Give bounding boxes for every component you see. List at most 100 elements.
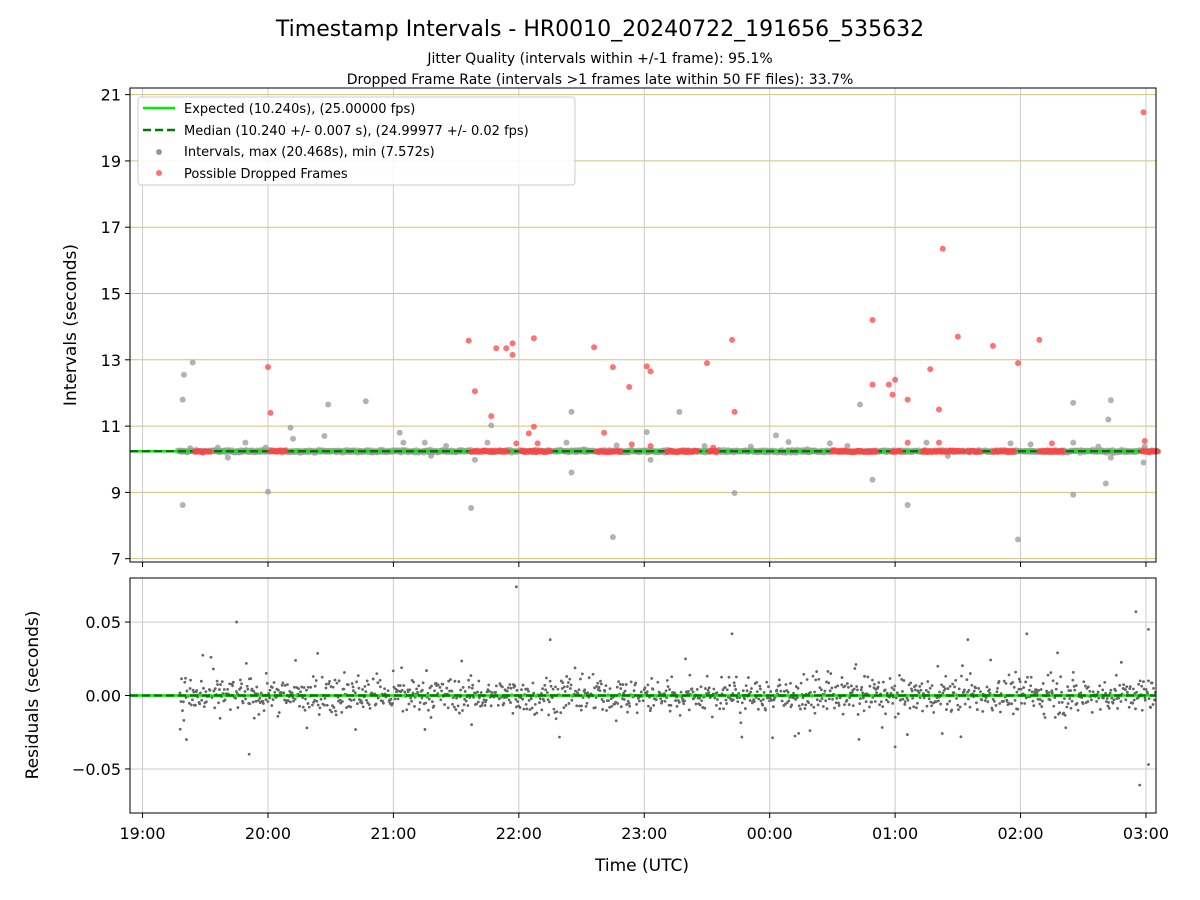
residual-point bbox=[240, 682, 243, 686]
residual-point bbox=[346, 683, 350, 687]
residual-point bbox=[782, 689, 786, 693]
residual-point bbox=[1112, 698, 1116, 702]
residual-point bbox=[261, 699, 265, 703]
residual-point bbox=[257, 712, 261, 716]
interval-point bbox=[1107, 454, 1114, 461]
residual-point bbox=[562, 685, 566, 689]
residual-point bbox=[365, 679, 369, 683]
residual-point bbox=[409, 696, 413, 700]
bottom-y-tick-label: −0.05 bbox=[72, 760, 121, 779]
residual-point bbox=[1128, 685, 1132, 689]
residual-point bbox=[748, 699, 752, 702]
residual-point bbox=[813, 690, 816, 694]
residual-point bbox=[179, 700, 183, 703]
residual-point bbox=[665, 679, 669, 682]
residual-point bbox=[1137, 682, 1141, 686]
residual-point bbox=[998, 702, 1002, 705]
residual-point bbox=[1008, 702, 1011, 705]
residual-point bbox=[1108, 691, 1112, 695]
residual-point bbox=[621, 683, 625, 686]
residual-point bbox=[1083, 684, 1087, 688]
residual-point bbox=[288, 689, 292, 693]
residual-point bbox=[619, 687, 623, 690]
residual-point bbox=[845, 698, 849, 702]
interval-point bbox=[1070, 399, 1077, 406]
interval-point bbox=[568, 469, 575, 476]
residual-point bbox=[531, 681, 535, 685]
residual-point bbox=[429, 716, 433, 719]
residual-point bbox=[605, 709, 608, 712]
residual-point bbox=[1031, 699, 1035, 703]
residual-point bbox=[761, 703, 765, 707]
residual-point bbox=[290, 691, 294, 695]
residual-point bbox=[180, 677, 183, 681]
residual-point bbox=[727, 675, 731, 679]
residual-point bbox=[765, 680, 769, 684]
residual-point bbox=[1010, 702, 1014, 706]
residual-point bbox=[681, 697, 684, 701]
interval-point bbox=[224, 454, 231, 461]
residual-point bbox=[929, 700, 933, 704]
interval-point bbox=[484, 439, 491, 446]
residual-point bbox=[229, 708, 232, 712]
residual-point bbox=[231, 684, 234, 688]
residual-point bbox=[277, 711, 281, 714]
residual-point bbox=[324, 686, 328, 690]
dropped-frame-point bbox=[509, 340, 516, 347]
residual-point bbox=[927, 697, 931, 701]
residual-point bbox=[431, 700, 434, 704]
residual-point bbox=[301, 696, 305, 700]
residual-point bbox=[552, 707, 556, 711]
residual-point bbox=[997, 679, 1001, 683]
residual-point bbox=[389, 697, 393, 701]
residual-point bbox=[555, 710, 559, 714]
residual-point bbox=[257, 699, 260, 702]
residual-point bbox=[793, 734, 797, 738]
residual-point bbox=[470, 723, 474, 727]
residual-point bbox=[363, 685, 367, 688]
dropped-frame-point bbox=[1015, 360, 1022, 367]
residual-point bbox=[379, 685, 382, 689]
residual-point bbox=[334, 709, 337, 713]
residual-point bbox=[324, 682, 328, 686]
residual-point bbox=[924, 688, 928, 692]
residual-point bbox=[1037, 688, 1041, 692]
residual-point bbox=[328, 708, 332, 712]
residual-point bbox=[334, 713, 338, 717]
interval-point bbox=[488, 422, 495, 429]
residual-point bbox=[905, 696, 909, 700]
residual-point bbox=[1111, 701, 1115, 705]
residual-point bbox=[541, 687, 545, 690]
residual-point bbox=[893, 684, 897, 688]
residual-point bbox=[1124, 688, 1127, 692]
residual-point bbox=[626, 710, 629, 714]
interval-point bbox=[1102, 480, 1109, 487]
residual-point bbox=[386, 689, 390, 693]
residual-point bbox=[1104, 700, 1108, 703]
residual-point bbox=[918, 685, 922, 688]
residual-point bbox=[625, 703, 629, 706]
residual-point bbox=[710, 715, 714, 719]
residual-point bbox=[761, 698, 765, 701]
residual-point bbox=[665, 696, 668, 700]
residual-point bbox=[294, 659, 297, 662]
residual-point bbox=[583, 691, 587, 695]
top-y-tick-label: 17 bbox=[101, 218, 121, 237]
residual-point bbox=[1024, 680, 1028, 684]
residual-point bbox=[988, 688, 991, 692]
residual-point bbox=[925, 704, 929, 708]
residual-point bbox=[738, 711, 742, 715]
residual-point bbox=[546, 698, 550, 702]
residual-point bbox=[1053, 696, 1057, 699]
residual-point bbox=[558, 735, 561, 739]
residual-point bbox=[922, 696, 926, 700]
residual-point bbox=[478, 696, 481, 700]
residual-point bbox=[529, 697, 533, 701]
residual-point bbox=[208, 688, 212, 692]
residual-point bbox=[797, 731, 801, 735]
residual-point bbox=[908, 706, 912, 710]
residual-point bbox=[266, 700, 270, 704]
residual-point bbox=[873, 700, 877, 703]
residual-point bbox=[343, 671, 346, 674]
residual-point bbox=[252, 716, 256, 720]
